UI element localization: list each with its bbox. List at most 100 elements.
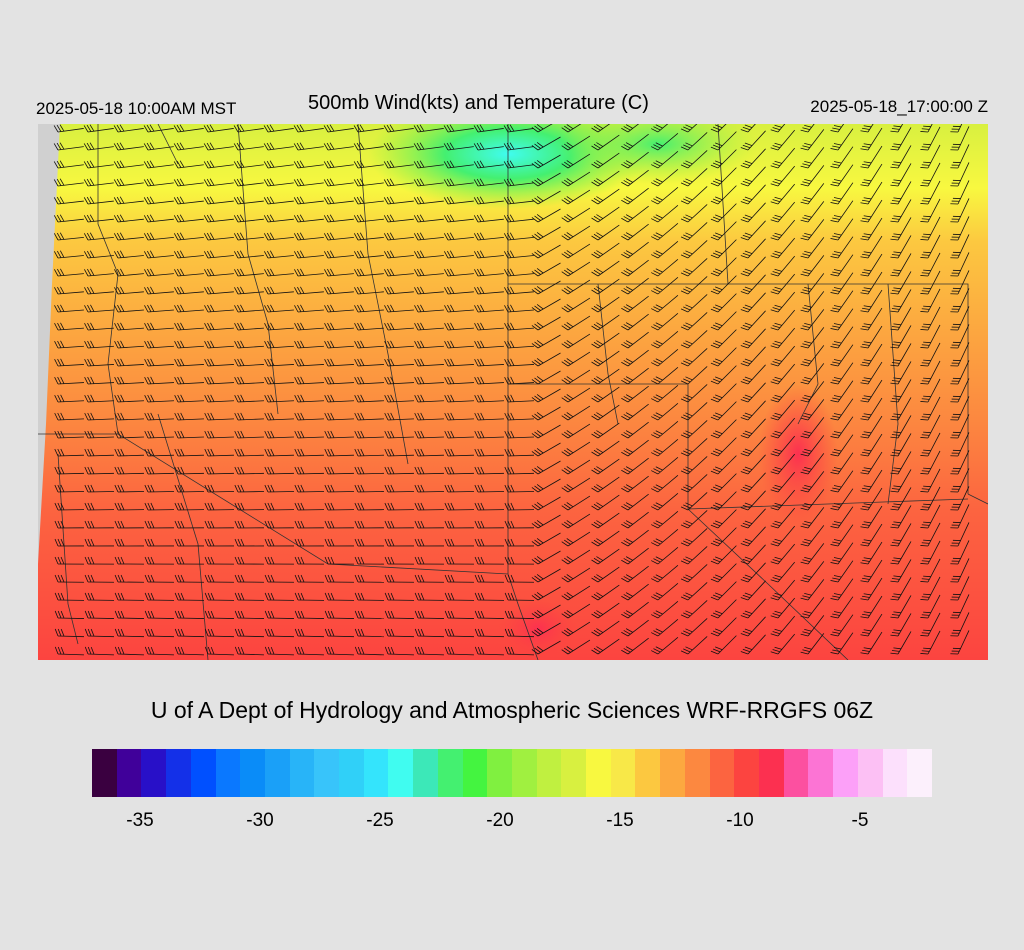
wind-barb — [264, 574, 295, 583]
wind-barb — [531, 640, 561, 655]
wind-barb — [234, 376, 264, 385]
wind-barb — [324, 376, 354, 385]
wind-barb — [354, 520, 385, 529]
wind-barb — [621, 529, 649, 547]
wind-barb — [531, 244, 561, 259]
wind-barb — [740, 436, 766, 457]
wind-barb — [354, 286, 384, 295]
wind-barb — [800, 615, 825, 637]
wind-barb — [413, 124, 444, 133]
wind-barb — [264, 268, 294, 277]
wind-barb — [354, 394, 384, 403]
wind-barb — [561, 567, 591, 583]
wind-barb — [353, 178, 384, 187]
wind-barb — [354, 376, 384, 385]
wind-barb — [680, 600, 708, 619]
wind-barb — [680, 222, 708, 241]
wind-barb — [800, 345, 825, 367]
colorbar-swatch — [857, 749, 883, 797]
wind-barb — [920, 378, 941, 403]
wind-barb — [561, 423, 591, 439]
wind-barb — [800, 633, 825, 655]
wind-barb — [354, 304, 384, 313]
wind-barb — [203, 232, 234, 241]
wind-barb — [294, 610, 325, 619]
wind-barb — [591, 476, 620, 493]
wind-barb — [800, 165, 825, 187]
colorbar-swatch — [808, 749, 834, 797]
wind-barb — [113, 178, 144, 187]
wind-barb — [174, 394, 204, 403]
wind-barb — [710, 437, 737, 457]
wind-barb — [263, 178, 294, 187]
wind-barb — [504, 412, 534, 421]
wind-barb — [860, 199, 883, 223]
wind-barb — [770, 345, 796, 367]
wind-barb — [770, 327, 796, 349]
wind-barb — [621, 421, 649, 439]
wind-barb — [234, 448, 264, 457]
colorbar-swatch — [141, 749, 167, 797]
wind-barb — [144, 412, 174, 421]
wind-barb — [503, 214, 534, 223]
wind-barb — [800, 129, 825, 151]
wind-barb — [143, 214, 174, 223]
wind-barb — [920, 522, 941, 547]
wind-barb — [414, 322, 444, 331]
wind-barb — [710, 329, 737, 349]
wind-barb — [680, 240, 708, 259]
wind-barb — [204, 538, 235, 547]
wind-barb — [354, 340, 384, 349]
wind-barb — [770, 309, 796, 331]
wind-barb — [680, 276, 708, 295]
wind-barb — [503, 232, 534, 241]
wind-barb — [591, 404, 620, 421]
wind-barb — [114, 448, 144, 457]
wind-barb — [54, 268, 84, 277]
wind-barb — [353, 142, 384, 151]
wind-barb — [740, 454, 766, 475]
wind-barb — [770, 489, 796, 511]
wind-barb — [84, 358, 114, 367]
wind-barb — [621, 151, 649, 169]
wind-barb — [383, 124, 414, 133]
wind-barb — [830, 254, 854, 277]
wind-barb — [920, 162, 941, 187]
wind-barb — [890, 505, 912, 529]
wind-barb — [561, 207, 591, 223]
wind-barb — [234, 358, 264, 367]
wind-barb — [950, 270, 970, 295]
wind-barb — [113, 214, 144, 223]
wind-barb — [114, 268, 144, 277]
wind-barb — [173, 196, 204, 205]
wind-barb — [504, 268, 534, 277]
colorbar-swatch — [314, 749, 340, 797]
wind-barb — [114, 466, 145, 475]
wind-barb — [531, 136, 561, 151]
wind-barb — [53, 250, 84, 259]
wind-barb — [621, 457, 649, 475]
wind-barb — [53, 142, 84, 151]
wind-barb — [444, 286, 474, 295]
wind-barb — [830, 416, 854, 439]
wind-barb — [920, 234, 941, 259]
wind-barb — [444, 484, 475, 493]
wind-barb — [531, 406, 561, 421]
temperature-wind-map — [38, 99, 989, 661]
wind-barb — [621, 601, 649, 619]
wind-barb — [504, 646, 534, 656]
wind-barb — [83, 232, 114, 241]
wind-barb — [474, 466, 505, 475]
wind-barb — [443, 124, 474, 133]
valid-time-local: 2025-05-18 10:00AM MST — [36, 99, 237, 118]
wind-barb — [53, 160, 84, 169]
wind-barb — [531, 316, 561, 331]
wind-barb — [740, 328, 766, 349]
wind-barb — [830, 200, 854, 223]
wind-barb — [561, 495, 591, 511]
wind-barb — [710, 365, 737, 385]
wind-barb — [651, 366, 679, 385]
wind-barb — [324, 646, 354, 656]
wind-barb — [680, 474, 708, 493]
wind-barb — [384, 376, 414, 385]
